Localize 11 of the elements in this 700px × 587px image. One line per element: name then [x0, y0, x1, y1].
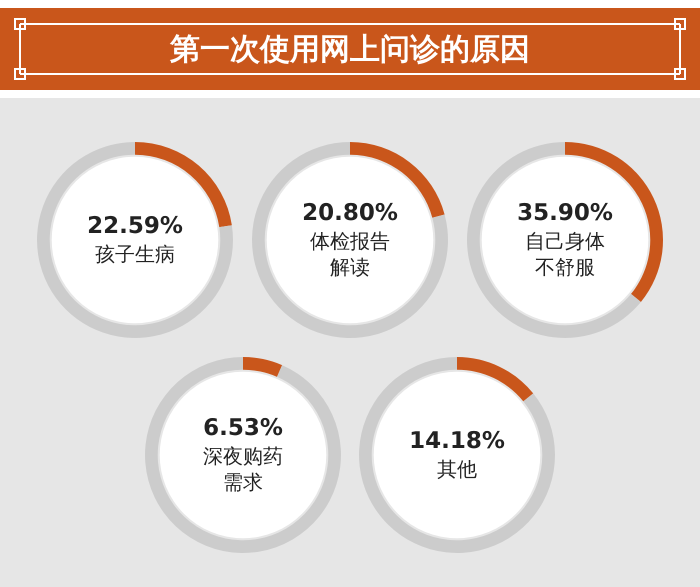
slice-label: 深夜购药需求 — [202, 443, 284, 495]
data-label: 22.59% — [87, 213, 183, 239]
data-label: 6.53% — [203, 415, 283, 441]
data-label: 35.90% — [517, 200, 613, 226]
data-label: 14.18% — [409, 428, 505, 454]
text: 第一次使用网上问诊的原因 — [0, 8, 700, 90]
slice-label: 体检报告解读 — [309, 228, 391, 280]
slice-label: 自己身体不舒服 — [524, 228, 606, 280]
data-label: 20.80% — [302, 200, 398, 226]
slice-label: 孩子生病 — [95, 241, 175, 267]
slice-label: 其他 — [437, 456, 477, 482]
